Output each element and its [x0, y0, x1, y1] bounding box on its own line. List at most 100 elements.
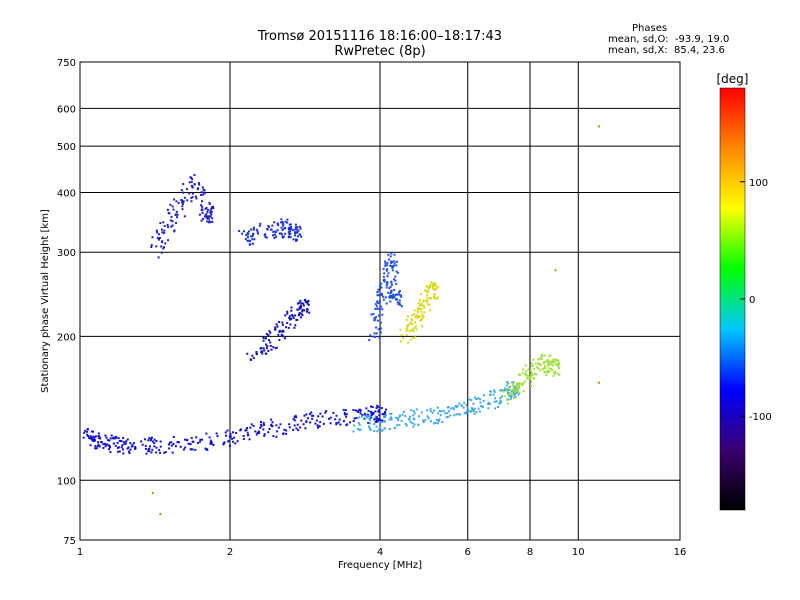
data-point [269, 344, 272, 347]
data-point [334, 418, 337, 421]
data-point [534, 362, 537, 365]
data-point [429, 285, 432, 288]
data-point [423, 311, 426, 314]
data-point [463, 412, 466, 415]
data-point [264, 236, 267, 239]
data-point [412, 410, 415, 413]
data-point [393, 253, 396, 256]
data-point [168, 441, 171, 444]
data-point [480, 404, 483, 407]
data-point [544, 366, 547, 369]
data-point [427, 285, 430, 288]
data-point [307, 299, 310, 302]
data-point [163, 224, 166, 227]
data-point [475, 398, 478, 401]
data-point [264, 337, 267, 340]
data-point [368, 417, 371, 420]
data-point [339, 423, 342, 426]
data-point [290, 226, 293, 229]
data-point [380, 407, 383, 410]
data-point [296, 231, 299, 234]
data-point [530, 374, 533, 377]
data-point [378, 308, 381, 311]
data-point [282, 224, 285, 227]
data-point [210, 442, 213, 445]
data-point [94, 435, 97, 438]
data-point [390, 260, 393, 263]
data-point [301, 310, 304, 313]
data-point [297, 229, 300, 232]
data-point [545, 360, 548, 363]
data-point [371, 405, 374, 408]
data-point [503, 387, 506, 390]
data-point [513, 394, 516, 397]
data-point [272, 435, 275, 438]
data-point [539, 369, 542, 372]
data-point [247, 233, 250, 236]
data-point [144, 447, 147, 450]
data-point [297, 429, 300, 432]
data-point [176, 213, 179, 216]
data-point [445, 416, 448, 419]
data-point [155, 451, 158, 454]
data-point [116, 441, 119, 444]
data-point [510, 390, 513, 393]
data-point [530, 364, 533, 367]
data-point [97, 432, 100, 435]
data-point [263, 349, 266, 352]
data-point [284, 337, 287, 340]
data-point [382, 413, 385, 416]
data-point [419, 304, 422, 307]
data-point [435, 284, 438, 287]
data-point [104, 434, 107, 437]
data-point [392, 295, 395, 298]
data-point [281, 233, 284, 236]
data-point [265, 333, 268, 336]
data-point [518, 384, 521, 387]
data-point [386, 281, 389, 284]
data-point [150, 244, 153, 247]
data-point [100, 441, 103, 444]
data-point [89, 444, 92, 447]
data-point [231, 437, 234, 440]
data-point [432, 282, 435, 285]
data-point [203, 191, 206, 194]
data-point [281, 221, 284, 224]
data-point [140, 440, 143, 443]
data-point [209, 212, 212, 215]
data-point [99, 437, 102, 440]
data-point [275, 424, 278, 427]
data-point [377, 328, 380, 331]
data-point [499, 399, 502, 402]
data-point [417, 415, 420, 418]
data-point [390, 280, 393, 283]
data-point [508, 385, 511, 388]
data-point [436, 406, 439, 409]
data-point [539, 364, 542, 367]
data-point [366, 413, 369, 416]
data-point [422, 419, 425, 422]
data-point [299, 304, 302, 307]
data-point [378, 300, 381, 303]
data-point [405, 329, 408, 332]
data-point [419, 293, 422, 296]
data-point [294, 228, 297, 231]
data-point [550, 360, 553, 363]
data-point [375, 420, 378, 423]
data-point [495, 400, 498, 403]
data-point [554, 370, 557, 373]
data-point [417, 311, 420, 314]
data-point [156, 231, 159, 234]
data-point [316, 424, 319, 427]
data-point [398, 415, 401, 418]
data-point [391, 266, 394, 269]
data-point [376, 430, 379, 433]
data-point [373, 423, 376, 426]
data-point [533, 377, 536, 380]
data-point [405, 334, 408, 337]
colorbar-tick-label: -100 [749, 412, 772, 423]
data-point [431, 283, 434, 286]
data-point [190, 184, 193, 187]
data-point [387, 291, 390, 294]
data-point [190, 200, 193, 203]
